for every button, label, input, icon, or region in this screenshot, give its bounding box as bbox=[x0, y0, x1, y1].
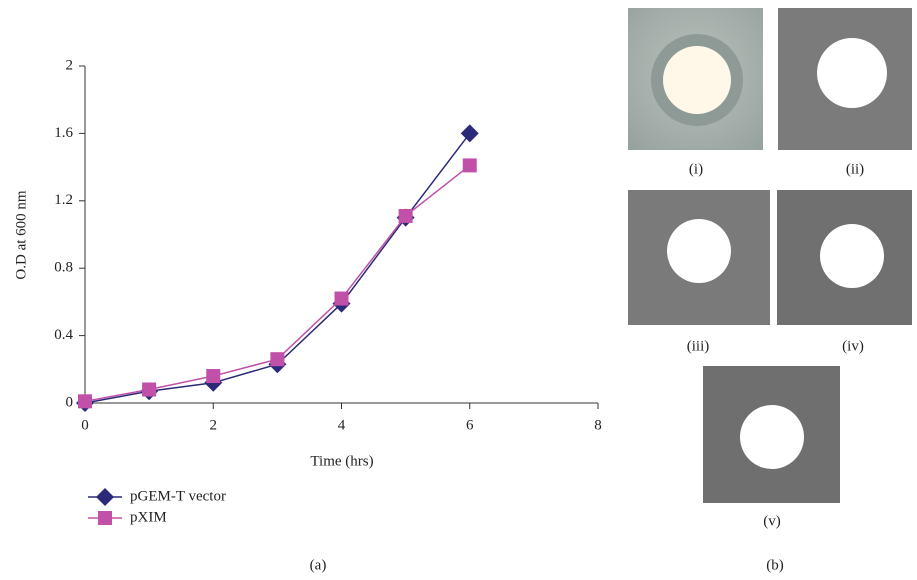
y-axis-label: O.D at 600 nm bbox=[13, 190, 29, 279]
disc bbox=[740, 405, 804, 469]
marker bbox=[463, 158, 477, 172]
photo-label: (ii) bbox=[846, 161, 864, 177]
y-tick-label: 2 bbox=[66, 57, 74, 73]
figure: (i) (ii) (iii) (iv) (v) (a) (b) Time (hr… bbox=[0, 0, 917, 580]
y-tick-label: 0.8 bbox=[54, 260, 73, 276]
marker bbox=[335, 292, 349, 306]
disc bbox=[817, 38, 887, 108]
y-tick-label: 0 bbox=[66, 394, 74, 410]
photo-label: (v) bbox=[763, 513, 781, 529]
marker bbox=[399, 209, 413, 223]
panel-label: (a) bbox=[310, 557, 327, 573]
photo-label: (iv) bbox=[842, 338, 864, 354]
y-tick-label: 1.6 bbox=[54, 125, 73, 141]
disc bbox=[667, 219, 731, 283]
x-tick-label: 6 bbox=[466, 417, 474, 433]
marker bbox=[142, 383, 156, 397]
legend-label: pXIM bbox=[130, 509, 167, 525]
photo-label: (i) bbox=[689, 161, 703, 177]
marker bbox=[78, 394, 92, 408]
photo-label: (iii) bbox=[687, 338, 710, 354]
panel-label: (b) bbox=[766, 557, 784, 573]
x-tick-label: 0 bbox=[81, 417, 89, 433]
x-tick-label: 8 bbox=[594, 417, 602, 433]
marker bbox=[461, 124, 479, 142]
disc bbox=[663, 46, 731, 114]
x-axis-label: Time (hrs) bbox=[310, 453, 373, 469]
y-tick-label: 1.2 bbox=[54, 192, 73, 208]
marker bbox=[98, 511, 112, 525]
x-tick-label: 2 bbox=[210, 417, 218, 433]
photo-panels bbox=[628, 8, 912, 503]
y-tick-label: 0.4 bbox=[54, 327, 73, 343]
marker bbox=[96, 488, 114, 506]
x-tick-label: 4 bbox=[338, 417, 346, 433]
marker bbox=[206, 369, 220, 383]
disc bbox=[820, 224, 884, 288]
legend-label: pGEM-T vector bbox=[130, 488, 226, 504]
marker bbox=[270, 352, 284, 366]
